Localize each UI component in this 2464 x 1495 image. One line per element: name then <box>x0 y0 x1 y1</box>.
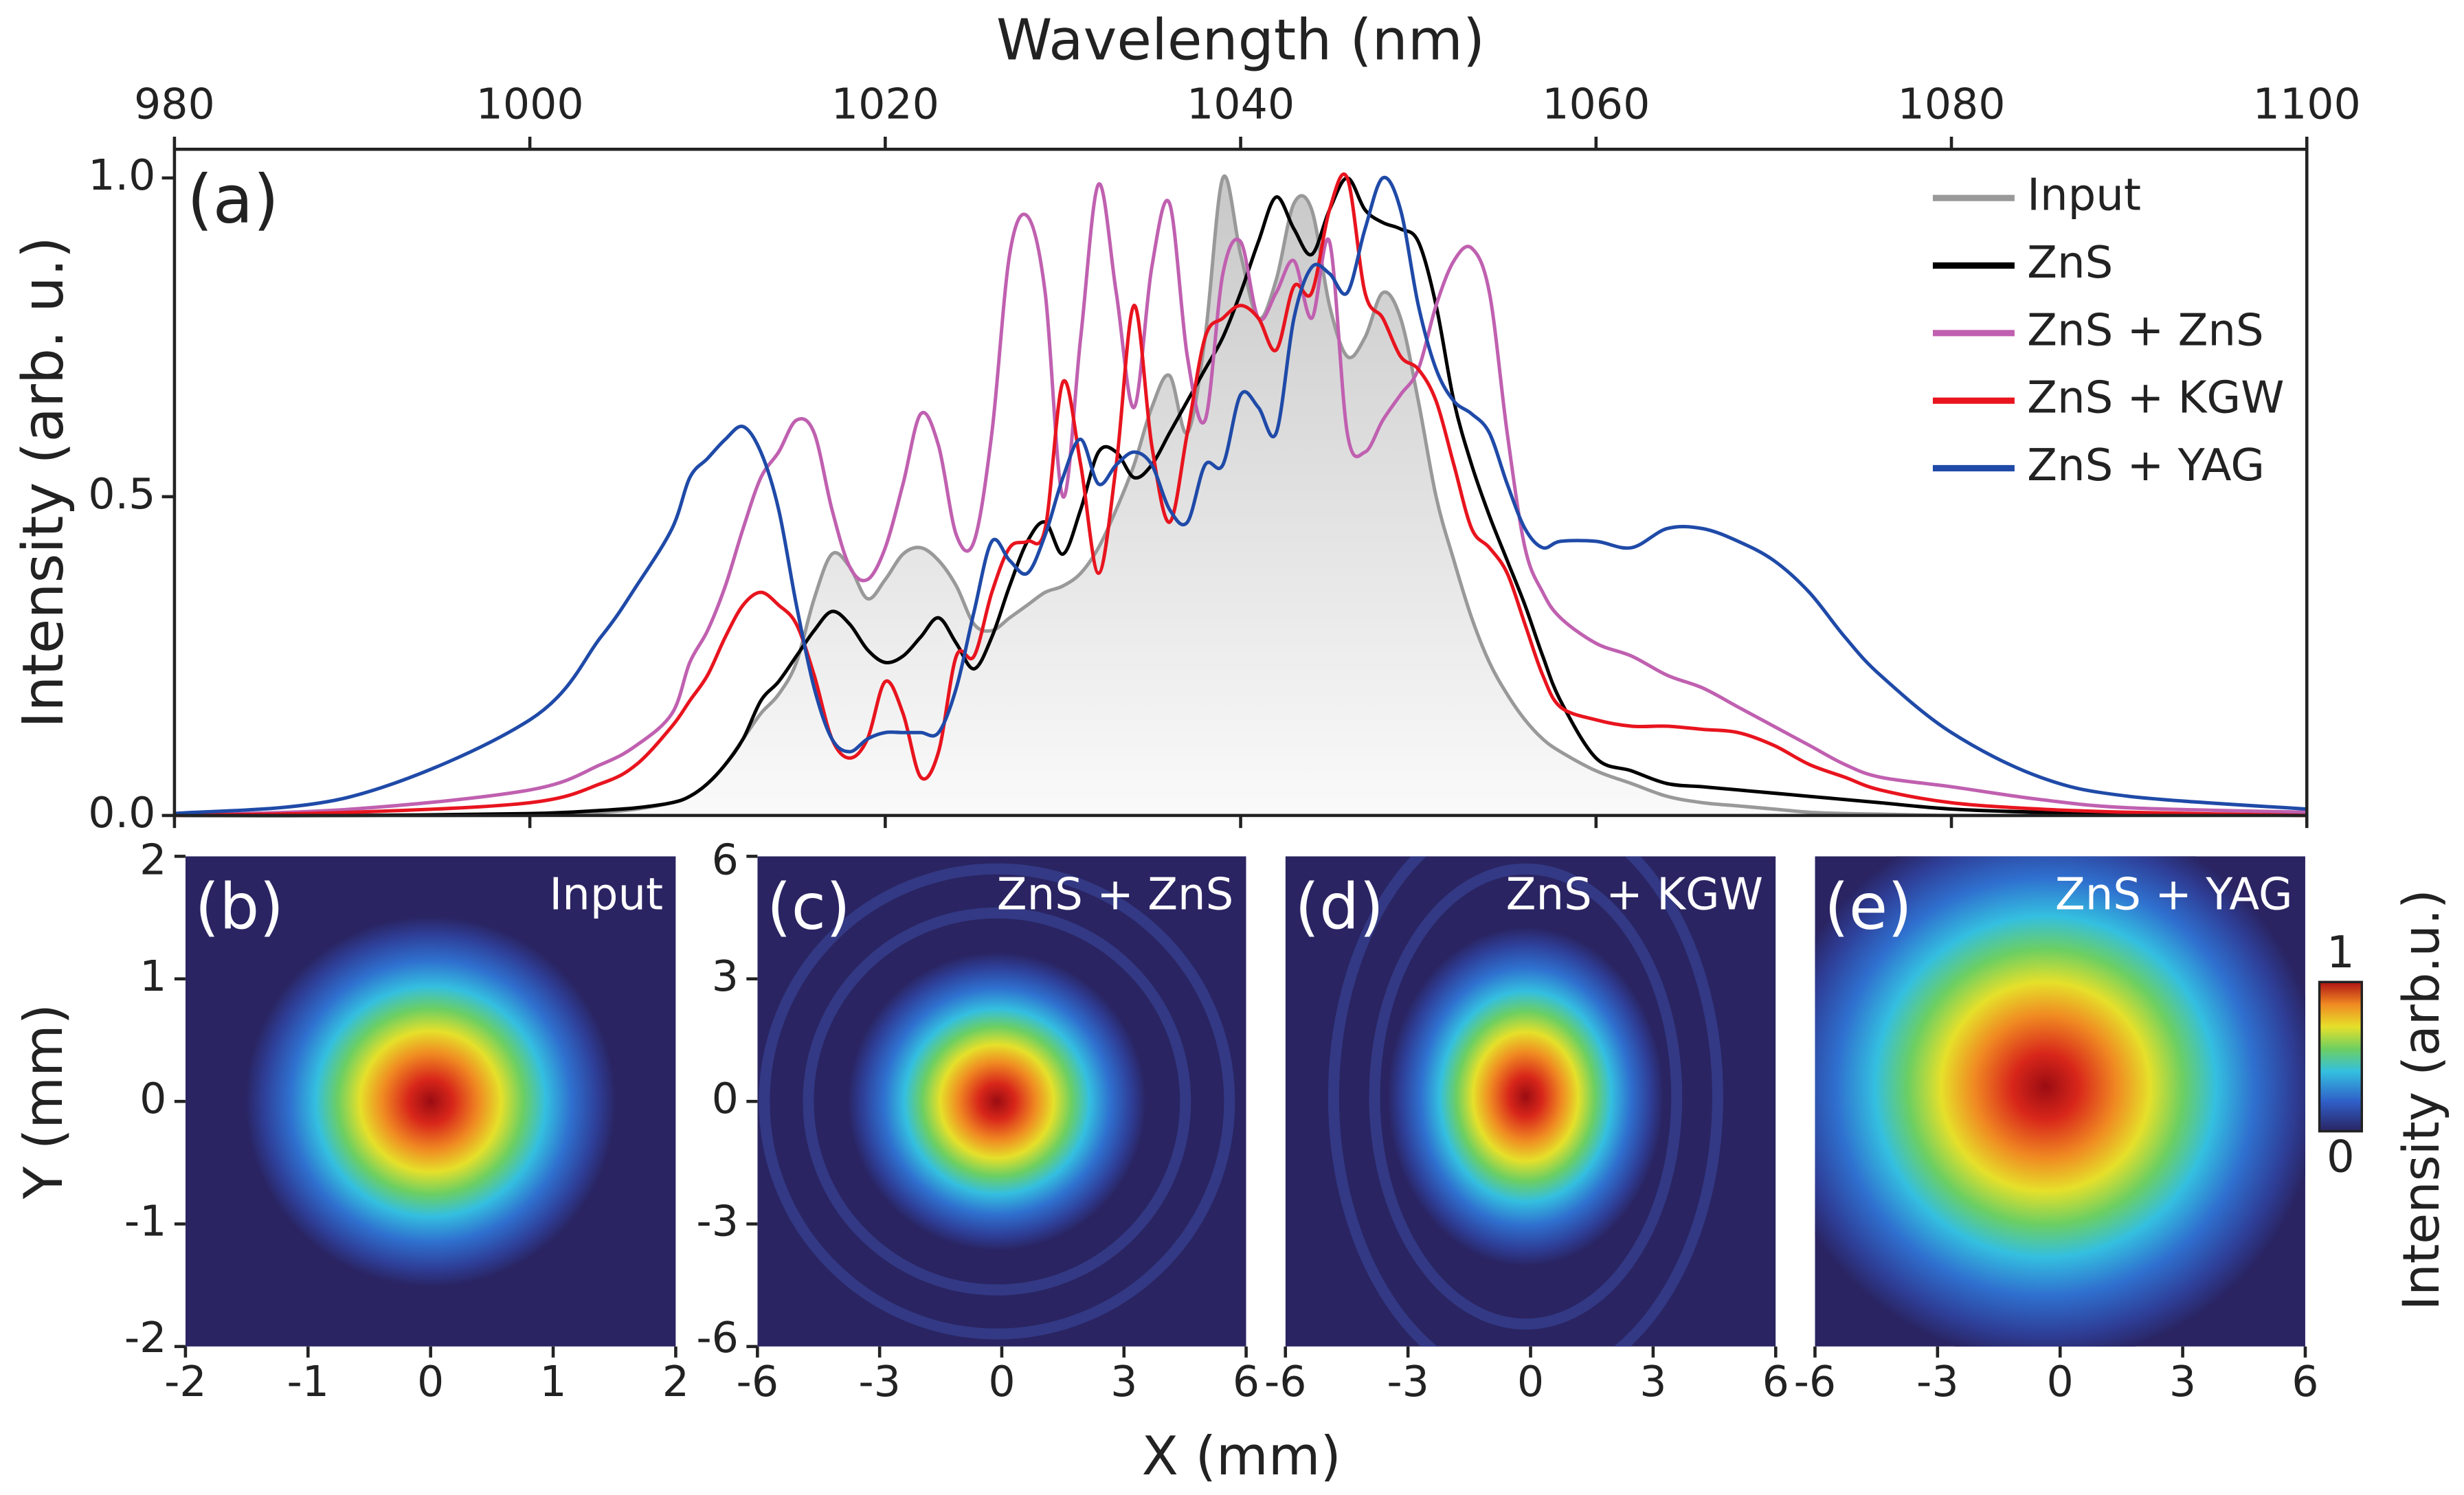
y-tick-label: 0 <box>712 1074 739 1123</box>
x-tick-label: 0 <box>2047 1357 2074 1406</box>
area-fill <box>174 176 2307 816</box>
legend-label: ZnS + KGW <box>2027 373 2284 424</box>
panel-label: (b) <box>195 870 284 943</box>
y-tick-label: -6 <box>696 1313 739 1362</box>
beam-image <box>185 856 676 1347</box>
y-tick-label: -3 <box>696 1197 739 1246</box>
diffraction-ring <box>1328 856 1723 1347</box>
x-tick-label: 1080 <box>1897 80 2005 129</box>
colorbar-title: Intensity (arb.u.) <box>2393 889 2451 1310</box>
colorbar-tick-label: 1 <box>2327 928 2355 978</box>
panel-label: (d) <box>1295 870 1383 943</box>
x-tick-label: -1 <box>287 1357 330 1406</box>
panel-title: ZnS + ZnS <box>997 869 1233 920</box>
legend-label: Input <box>2027 170 2141 221</box>
beam-image <box>1285 856 1776 1347</box>
x-tick-label: 3 <box>1639 1357 1666 1406</box>
legend-label: ZnS <box>2027 238 2113 289</box>
x-tick-label: -6 <box>1264 1357 1307 1406</box>
x-tick-label: 0 <box>988 1357 1015 1406</box>
x-axis-title: Wavelength (nm) <box>996 8 1485 73</box>
x-tick-label: 6 <box>2292 1357 2318 1406</box>
panel-title: ZnS + YAG <box>2055 869 2293 920</box>
series-line <box>174 182 2307 818</box>
y-tick-label: 6 <box>712 835 739 885</box>
x-tick-label: 1060 <box>1542 80 1650 129</box>
beam-spot <box>1387 927 1664 1266</box>
x-tick-label: 2 <box>662 1357 689 1406</box>
x-tick-label: -3 <box>858 1357 901 1406</box>
x-tick-label: 1 <box>539 1357 566 1406</box>
x-tick-label: 1000 <box>476 80 584 129</box>
panel-title: Input <box>549 869 663 920</box>
y-tick-label: 0.5 <box>88 469 155 519</box>
y-tick-label: 0 <box>139 1074 166 1123</box>
series-line <box>174 176 2307 818</box>
panel-label: (a) <box>187 161 279 238</box>
x-tick-label: 6 <box>1762 1357 1789 1406</box>
beam-spot <box>847 952 1147 1251</box>
x-tick-label: 1100 <box>2253 80 2361 129</box>
panel-title: ZnS + KGW <box>1506 869 1763 920</box>
y-tick-label: 1.0 <box>88 150 155 200</box>
x-tick-label: -6 <box>1794 1357 1837 1406</box>
legend-label: ZnS + YAG <box>2027 440 2265 491</box>
panel-label: (e) <box>1824 870 1912 943</box>
beam-spot <box>245 916 616 1287</box>
series-line <box>174 175 2307 816</box>
beam-spot <box>1815 856 2305 1347</box>
x-tick-label: -2 <box>164 1357 207 1406</box>
y-axis-title: Intensity (arb. u.) <box>11 236 76 728</box>
x-tick-label: 6 <box>1233 1357 1259 1406</box>
x-tick-label: 980 <box>134 80 215 129</box>
y-tick-label: -1 <box>124 1197 167 1246</box>
y-tick-label: 1 <box>139 952 166 1001</box>
y-axis-title: Y (mm) <box>13 1004 75 1200</box>
panel-label: (c) <box>767 870 851 943</box>
x-tick-label: 0 <box>417 1357 444 1406</box>
x-tick-label: -3 <box>1916 1357 1959 1406</box>
beam-image <box>1815 856 2305 1347</box>
x-tick-label: -3 <box>1387 1357 1429 1406</box>
x-tick-label: -6 <box>737 1357 779 1406</box>
x-tick-label: 3 <box>2169 1357 2196 1406</box>
beam-image <box>757 856 1246 1347</box>
y-tick-label: 0.0 <box>88 788 155 838</box>
x-tick-label: 1040 <box>1187 80 1295 129</box>
x-tick-label: 1020 <box>831 80 939 129</box>
x-axis-title: X (mm) <box>1142 1426 1341 1487</box>
legend-label: ZnS + ZnS <box>2027 305 2263 356</box>
y-tick-label: 3 <box>712 952 739 1001</box>
diffraction-ring <box>759 863 1235 1340</box>
x-tick-label: 0 <box>1517 1357 1544 1406</box>
colorbar-tick-label: 0 <box>2327 1132 2355 1182</box>
y-tick-label: -2 <box>124 1313 167 1362</box>
y-tick-label: 2 <box>139 835 166 885</box>
diffraction-ring <box>1369 863 1683 1330</box>
series-line <box>174 172 2307 818</box>
diffraction-ring <box>803 907 1191 1296</box>
colorbar <box>2318 980 2364 1133</box>
x-tick-label: 3 <box>1110 1357 1137 1406</box>
